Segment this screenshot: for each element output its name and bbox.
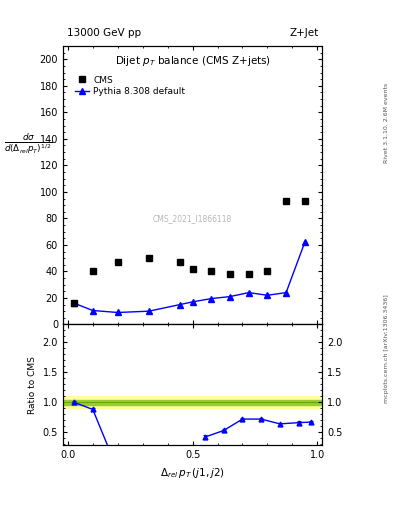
X-axis label: $\Delta_{rel}\,p_T\,(j1,j2)$: $\Delta_{rel}\,p_T\,(j1,j2)$ — [160, 466, 225, 480]
CMS — [190, 266, 195, 272]
CMS — [246, 271, 251, 277]
Legend: CMS, Pythia 8.308 default: CMS, Pythia 8.308 default — [73, 73, 188, 99]
Pythia 8.308 default — [209, 295, 214, 302]
Line: Pythia 8.308 default: Pythia 8.308 default — [71, 240, 308, 315]
Line: CMS: CMS — [71, 198, 308, 306]
Text: Dijet $p_T$ balance (CMS Z+jets): Dijet $p_T$ balance (CMS Z+jets) — [114, 54, 271, 69]
Text: Rivet 3.1.10, 2.6M events: Rivet 3.1.10, 2.6M events — [384, 83, 389, 163]
Text: Z+Jet: Z+Jet — [289, 28, 318, 38]
CMS — [178, 259, 182, 265]
Text: $\frac{d\sigma}{d(\Delta_{rel}p_T)^{1/2}}$: $\frac{d\sigma}{d(\Delta_{rel}p_T)^{1/2}… — [4, 131, 52, 156]
CMS — [147, 255, 151, 261]
CMS — [228, 271, 232, 277]
CMS — [209, 268, 214, 274]
Pythia 8.308 default — [228, 293, 232, 300]
CMS — [265, 268, 270, 274]
Pythia 8.308 default — [265, 292, 270, 298]
Pythia 8.308 default — [147, 308, 151, 314]
Pythia 8.308 default — [90, 307, 95, 313]
Pythia 8.308 default — [246, 290, 251, 296]
CMS — [90, 268, 95, 274]
CMS — [284, 198, 288, 204]
Pythia 8.308 default — [178, 302, 182, 308]
CMS — [72, 300, 77, 306]
Bar — [63, 396, 322, 408]
Pythia 8.308 default — [284, 290, 288, 296]
Pythia 8.308 default — [72, 300, 77, 306]
Pythia 8.308 default — [116, 309, 120, 315]
Pythia 8.308 default — [190, 299, 195, 305]
CMS — [303, 198, 307, 204]
CMS — [116, 259, 120, 265]
Text: mcplots.cern.ch [arXiv:1306.3436]: mcplots.cern.ch [arXiv:1306.3436] — [384, 294, 389, 402]
Y-axis label: Ratio to CMS: Ratio to CMS — [28, 356, 37, 414]
Pythia 8.308 default — [303, 239, 307, 245]
Text: CMS_2021_I1866118: CMS_2021_I1866118 — [153, 214, 232, 223]
Bar — [63, 400, 322, 404]
Text: 13000 GeV pp: 13000 GeV pp — [67, 28, 141, 38]
